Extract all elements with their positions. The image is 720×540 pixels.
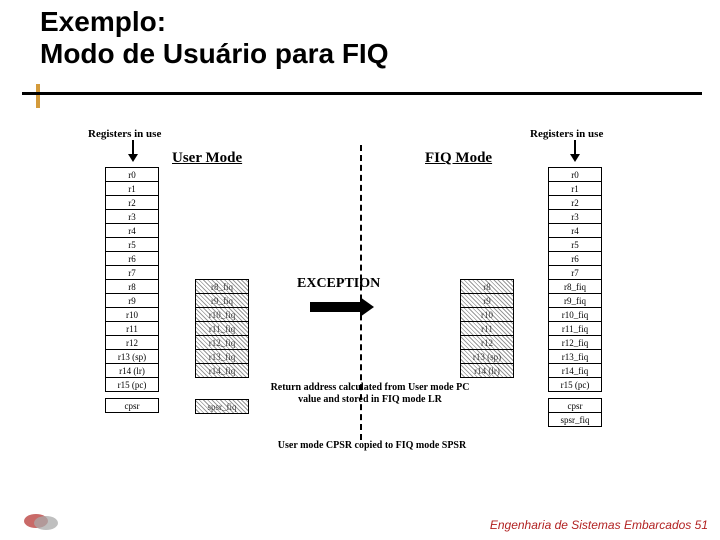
col-fiq-userbank: r8 r9 r10 r11 r12 r13 (sp) r14 (lr) xyxy=(460,280,514,378)
reg-cell: r14 (lr) xyxy=(460,363,514,378)
arrow-down-left xyxy=(128,140,138,162)
reg-cell: r9_fiq xyxy=(195,293,249,308)
reg-cell: r15 (pc) xyxy=(548,377,602,392)
reg-cell: r13 (sp) xyxy=(105,349,159,364)
reg-cell: r6 xyxy=(548,251,602,266)
reg-cell: r1 xyxy=(548,181,602,196)
reg-cell: r8_fiq xyxy=(195,279,249,294)
reg-cell: r0 xyxy=(105,167,159,182)
reg-cell: r1 xyxy=(105,181,159,196)
reg-cell: r12_fiq xyxy=(195,335,249,350)
reg-cell: r9 xyxy=(105,293,159,308)
col-fiq-regs: r0 r1 r2 r3 r4 r5 r6 r7 r8_fiq r9_fiq r1… xyxy=(548,168,602,427)
footer-text: Engenharia de Sistemas Embarcados 51 xyxy=(490,518,708,532)
reg-cell-spsr: spsr_fiq xyxy=(195,399,249,414)
arrow-line xyxy=(574,140,576,154)
title-underline xyxy=(22,92,702,95)
reg-cell: r12 xyxy=(105,335,159,350)
arrow-head xyxy=(128,154,138,162)
reg-cell: r10_fiq xyxy=(548,307,602,322)
cpsr-copy-text: User mode CPSR copied to FIQ mode SPSR xyxy=(242,440,502,451)
footer-logo xyxy=(24,512,84,530)
label-exception: EXCEPTION xyxy=(297,276,380,292)
reg-cell: r9 xyxy=(460,293,514,308)
reg-cell: r12_fiq xyxy=(548,335,602,350)
reg-cell: r5 xyxy=(548,237,602,252)
reg-cell: r0 xyxy=(548,167,602,182)
col-user-regs: r0 r1 r2 r3 r4 r5 r6 r7 r8 r9 r10 r11 r1… xyxy=(105,168,159,413)
reg-cell: r11 xyxy=(105,321,159,336)
arrow-down-right xyxy=(570,140,580,162)
arrow-head xyxy=(360,297,374,317)
reg-cell: r11_fiq xyxy=(195,321,249,336)
reg-cell: r11_fiq xyxy=(548,321,602,336)
title-accent xyxy=(36,84,40,108)
label-user-mode: User Mode xyxy=(172,150,242,167)
reg-cell: r13_fiq xyxy=(548,349,602,364)
label-fiq-mode: FIQ Mode xyxy=(425,150,492,167)
reg-cell: r6 xyxy=(105,251,159,266)
reg-cell: r4 xyxy=(105,223,159,238)
label-registers-right: Registers in use xyxy=(530,128,603,140)
reg-cell: r8 xyxy=(460,279,514,294)
reg-cell: r8_fiq xyxy=(548,279,602,294)
reg-cell: r14_fiq xyxy=(548,363,602,378)
reg-cell-cpsr: cpsr xyxy=(548,398,602,413)
reg-cell: r5 xyxy=(105,237,159,252)
reg-cell: r2 xyxy=(105,195,159,210)
reg-cell: r10 xyxy=(460,307,514,322)
slide-title: Exemplo: Modo de Usuário para FIQ xyxy=(40,6,388,70)
reg-cell: r10_fiq xyxy=(195,307,249,322)
title-line1: Exemplo: xyxy=(40,6,166,37)
exception-arrow xyxy=(310,298,380,318)
reg-cell: r4 xyxy=(548,223,602,238)
reg-cell: r8 xyxy=(105,279,159,294)
return-addr-text: Return address calculated from User mode… xyxy=(260,382,480,406)
reg-cell: r15 (pc) xyxy=(105,377,159,392)
reg-cell: r3 xyxy=(105,209,159,224)
col-user-fiqbank: r8_fiq r9_fiq r10_fiq r11_fiq r12_fiq r1… xyxy=(195,280,249,378)
reg-cell: r3 xyxy=(548,209,602,224)
reg-cell-cpsr: cpsr xyxy=(105,398,159,413)
reg-cell: r14_fiq xyxy=(195,363,249,378)
reg-cell: r14 (lr) xyxy=(105,363,159,378)
arrow-head xyxy=(570,154,580,162)
reg-cell: r2 xyxy=(548,195,602,210)
reg-cell: r11 xyxy=(460,321,514,336)
reg-cell: r7 xyxy=(548,265,602,280)
arrow-line xyxy=(132,140,134,154)
arrow-shaft xyxy=(310,302,362,312)
col-user-spsr: spsr_fiq xyxy=(195,400,249,414)
reg-cell: r13 (sp) xyxy=(460,349,514,364)
label-registers-left: Registers in use xyxy=(88,128,161,140)
reg-cell: r9_fiq xyxy=(548,293,602,308)
reg-cell: r12 xyxy=(460,335,514,350)
reg-cell-spsr: spsr_fiq xyxy=(548,412,602,427)
title-line2: Modo de Usuário para FIQ xyxy=(40,38,388,69)
logo-swirl-2 xyxy=(34,516,58,530)
reg-cell: r10 xyxy=(105,307,159,322)
reg-cell: r13_fiq xyxy=(195,349,249,364)
reg-cell: r7 xyxy=(105,265,159,280)
